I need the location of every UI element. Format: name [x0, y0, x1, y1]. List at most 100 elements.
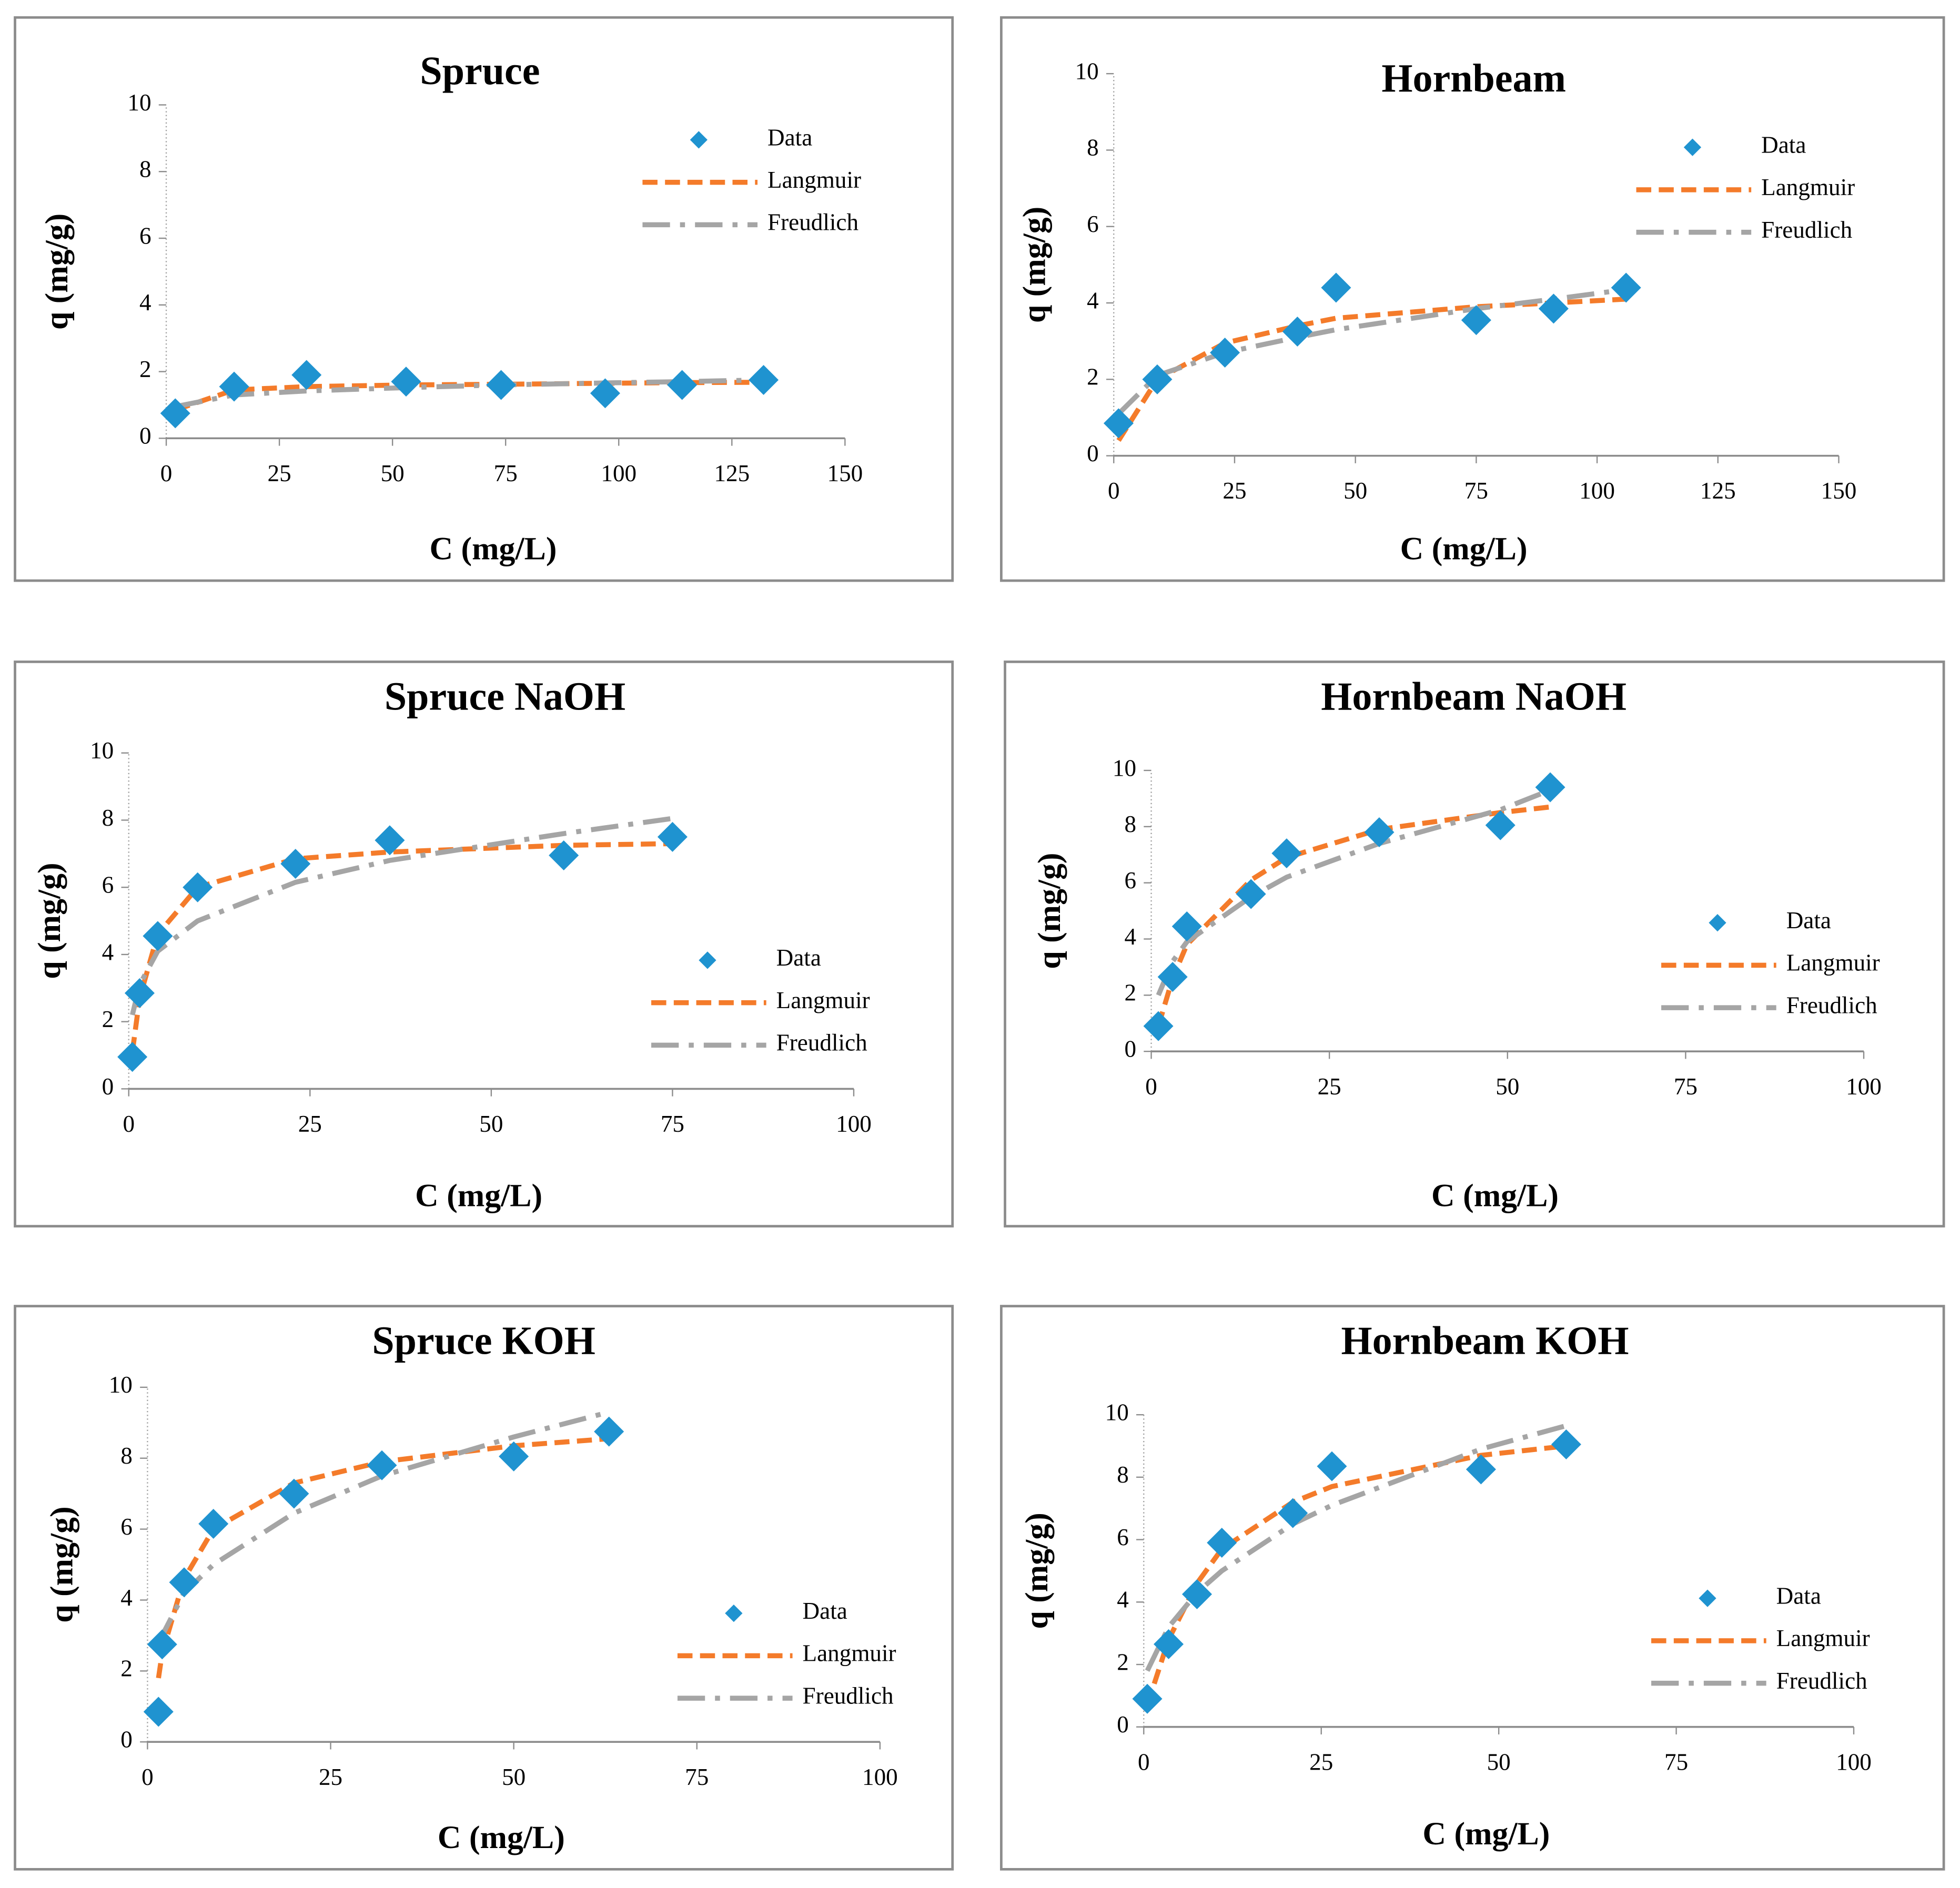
y-axis-title: q (mg/g)	[44, 1506, 80, 1622]
x-tick-label: 125	[1700, 478, 1736, 504]
fit-line	[1145, 1423, 1567, 1672]
y-tick-label: 0	[120, 1727, 133, 1753]
data-point	[124, 978, 155, 1008]
y-tick-label: 8	[102, 805, 114, 831]
data-point	[1207, 1528, 1237, 1558]
x-tick-label: 100	[836, 1111, 872, 1137]
y-tick-label: 0	[139, 423, 151, 449]
y-tick-label: 6	[1124, 867, 1136, 894]
x-axis-title: C (mg/L)	[438, 1820, 565, 1855]
y-tick-label: 6	[120, 1514, 133, 1540]
fit-line	[129, 841, 673, 1052]
y-tick-label: 4	[139, 289, 151, 316]
x-axis-title: C (mg/L)	[1422, 1816, 1550, 1852]
legend-label: Data	[803, 1598, 847, 1624]
x-tick-label: 100	[862, 1764, 898, 1790]
y-tick-label: 10	[1113, 755, 1136, 781]
data-point	[1236, 879, 1266, 909]
legend-label: Freudlich	[803, 1682, 894, 1709]
y-tick-label: 10	[109, 1372, 133, 1398]
data-point	[160, 398, 190, 429]
x-tick-label: 75	[685, 1764, 709, 1790]
chart-title: Hornbeam	[1381, 56, 1566, 100]
panel-border	[14, 16, 954, 582]
x-tick-label: 75	[1664, 1749, 1688, 1775]
data-point	[1143, 1011, 1174, 1041]
legend-label: Langmuir	[1786, 950, 1880, 976]
y-tick-label: 2	[1117, 1649, 1129, 1675]
x-tick-label: 25	[1309, 1749, 1333, 1775]
x-tick-label: 50	[381, 460, 405, 486]
panel-border	[1000, 1305, 1945, 1871]
chart-title: Hornbeam KOH	[1341, 1319, 1629, 1363]
fit-line	[156, 1409, 610, 1644]
data-point	[499, 1441, 529, 1471]
x-tick-label: 50	[1487, 1749, 1511, 1775]
panel-border	[1000, 16, 1945, 582]
x-tick-label: 100	[1846, 1073, 1882, 1100]
fit-line	[1117, 287, 1626, 416]
data-point	[1154, 1629, 1184, 1659]
x-tick-label: 50	[479, 1111, 503, 1137]
y-tick-label: 10	[1105, 1399, 1129, 1425]
x-tick-label: 25	[268, 460, 291, 486]
panel-border	[1004, 661, 1945, 1227]
legend-label: Freudlich	[1786, 992, 1877, 1018]
x-tick-label: 100	[1579, 478, 1615, 504]
legend-label: Data	[1786, 907, 1831, 933]
data-point	[1611, 272, 1641, 303]
x-tick-label: 150	[1821, 478, 1857, 504]
chart-title: Spruce	[420, 49, 540, 93]
fit-line	[156, 1436, 610, 1679]
y-tick-label: 4	[1087, 287, 1099, 313]
legend-label: Langmuir	[776, 987, 870, 1013]
x-tick-label: 50	[1343, 478, 1367, 504]
data-point	[657, 821, 688, 852]
y-axis-title: q (mg/g)	[1019, 1513, 1055, 1629]
y-tick-label: 0	[1087, 440, 1099, 466]
x-tick-label: 75	[1674, 1073, 1698, 1100]
x-tick-label: 25	[298, 1111, 322, 1137]
x-axis-title: C (mg/L)	[429, 531, 557, 567]
data-point	[391, 367, 421, 397]
y-tick-label: 8	[1124, 811, 1136, 837]
y-axis-title: q (mg/g)	[1016, 207, 1052, 323]
fit-line	[1156, 804, 1551, 1027]
data-point	[1103, 408, 1134, 439]
x-tick-label: 50	[502, 1764, 526, 1790]
legend-marker	[725, 1605, 743, 1622]
legend-marker	[699, 951, 716, 969]
y-tick-label: 2	[1087, 364, 1099, 390]
fit-line	[130, 816, 673, 1016]
data-point	[1535, 772, 1565, 803]
x-tick-label: 75	[1464, 478, 1488, 504]
data-point	[143, 921, 173, 951]
y-tick-label: 6	[1087, 211, 1099, 237]
y-tick-label: 8	[120, 1443, 133, 1469]
x-tick-label: 100	[1836, 1749, 1872, 1775]
data-point	[486, 370, 517, 400]
y-tick-label: 2	[1124, 980, 1136, 1006]
fit-line	[175, 377, 764, 409]
data-point	[1182, 1579, 1213, 1609]
legend-label: Freudlich	[1761, 217, 1852, 243]
chart-title: Spruce NaOH	[385, 674, 625, 718]
data-point	[1321, 272, 1351, 303]
y-tick-label: 8	[1087, 135, 1099, 161]
legend-marker	[1683, 138, 1702, 156]
data-point	[1132, 1683, 1163, 1714]
data-point	[1282, 317, 1312, 347]
y-tick-label: 4	[1124, 923, 1136, 950]
x-tick-label: 0	[1145, 1073, 1157, 1100]
data-point	[594, 1416, 624, 1447]
legend-label: Langmuir	[1776, 1625, 1870, 1651]
y-axis-title: q (mg/g)	[32, 862, 67, 979]
y-tick-label: 4	[120, 1585, 133, 1611]
data-point	[1142, 364, 1173, 394]
fit-line	[1156, 787, 1551, 997]
data-point	[169, 1567, 199, 1598]
x-axis-title: C (mg/L)	[1400, 531, 1528, 567]
